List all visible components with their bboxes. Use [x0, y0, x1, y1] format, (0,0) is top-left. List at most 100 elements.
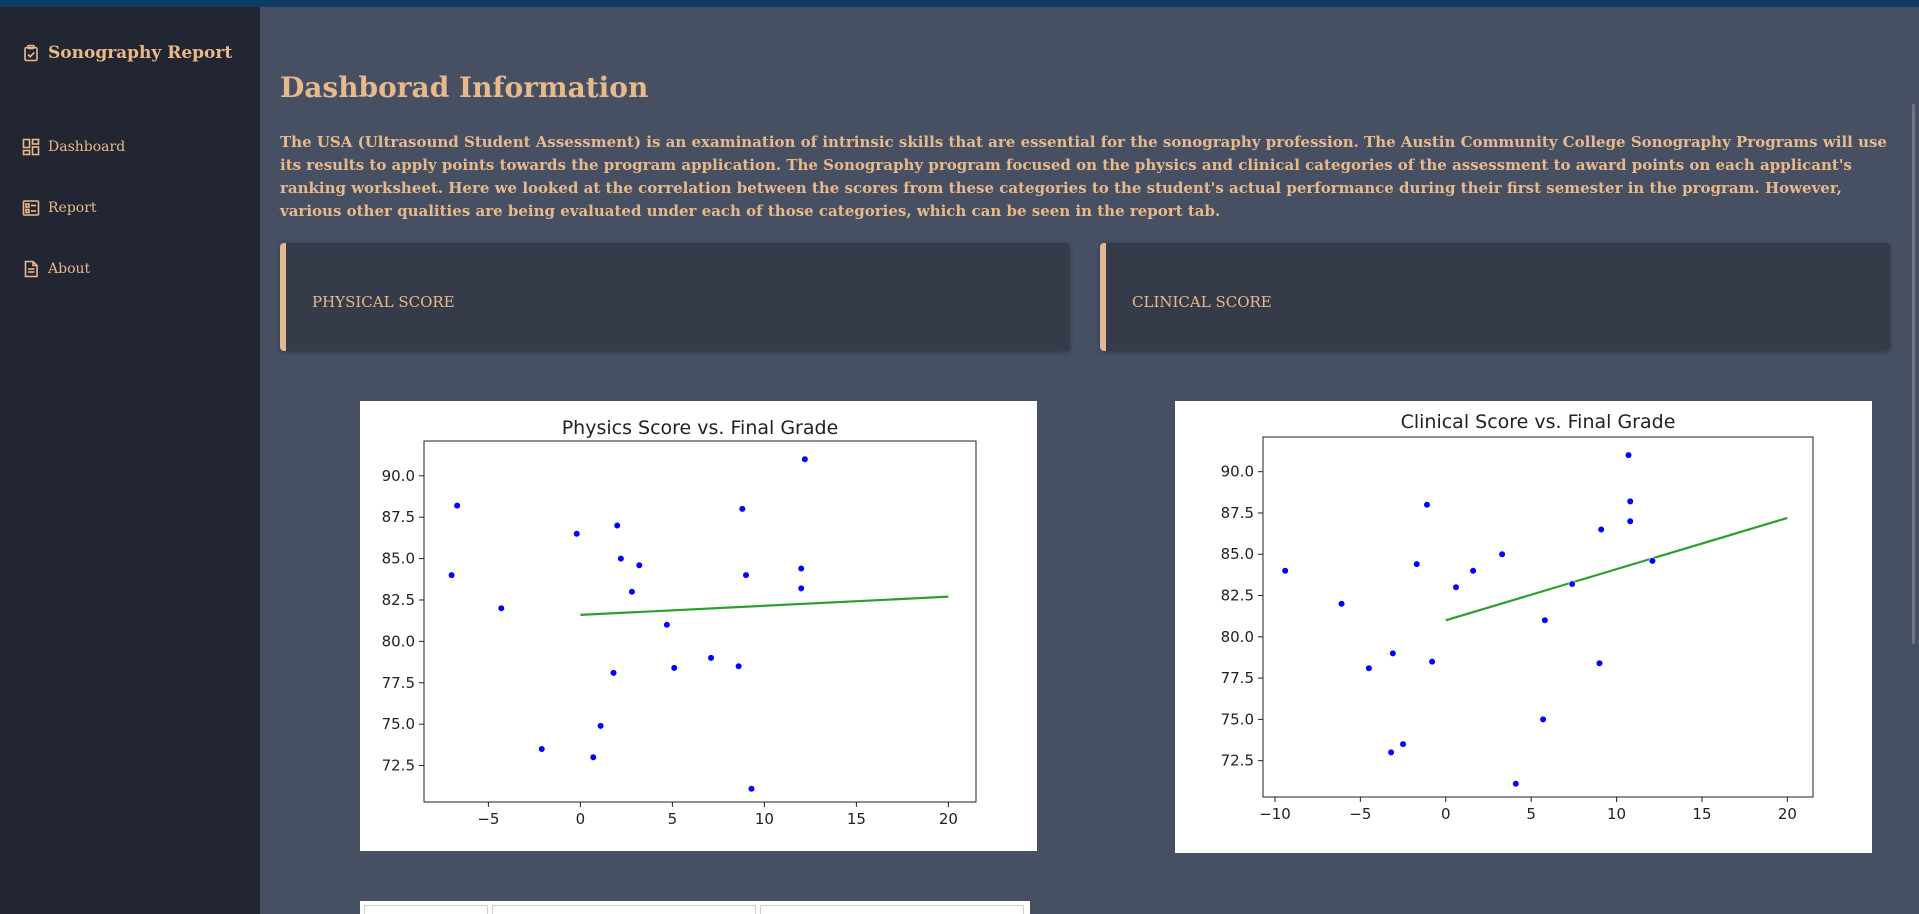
scatter-point	[1624, 451, 1633, 459]
y-tick-label: 87.5	[1221, 504, 1254, 522]
physics-chart: Physics Score vs. Final Grade −5 0 5 10 15 20 7…	[360, 401, 1037, 851]
page-title: Dashborad Information	[280, 71, 649, 104]
scatter-point	[1423, 501, 1431, 509]
chart-title: Clinical Score vs. Final Grade	[1401, 411, 1676, 433]
scatter-point	[1568, 580, 1576, 588]
plot-frame	[423, 440, 977, 803]
dashboard-icon	[22, 138, 40, 156]
scatter-point	[613, 521, 621, 530]
sidebar-item-report[interactable]: Report	[22, 198, 125, 218]
y-tick-label: 90.0	[382, 467, 415, 485]
sidebar-item-label: Report	[48, 200, 97, 216]
scatter-point	[1626, 517, 1634, 525]
scatter-point	[597, 722, 605, 730]
scatter-point	[1648, 557, 1657, 565]
x-tick-label: 15	[847, 810, 866, 828]
scatter-point	[628, 588, 636, 596]
clinical-chart: Clinical Score vs. Final Grade −10 −5 0 5 10 1…	[1175, 401, 1872, 853]
y-tick-label: 82.5	[382, 591, 415, 609]
x-tick-label: −10	[1259, 805, 1291, 823]
x-tick-label: 20	[939, 810, 958, 828]
sidebar: Sonography Report Dashboard	[0, 7, 260, 914]
scatter-point	[1512, 780, 1520, 788]
y-tick-label: 72.5	[1221, 752, 1254, 770]
scrollbar[interactable]	[1912, 104, 1915, 644]
brand-title: Sonography Report	[48, 43, 233, 63]
x-tick-label: 0	[1441, 805, 1451, 823]
y-tick-label: 87.5	[382, 508, 415, 526]
scatter-point	[1539, 715, 1547, 723]
y-tick-label: 80.0	[1221, 628, 1254, 646]
y-tick-label: 90.0	[1221, 463, 1254, 481]
clipboard-check-icon	[22, 44, 40, 62]
report-icon	[22, 199, 40, 217]
scatter-point	[1597, 525, 1605, 534]
x-tick-label: 20	[1778, 805, 1797, 823]
scatter-point	[1281, 567, 1289, 575]
scatter-point	[1337, 600, 1346, 608]
scatter-point	[1387, 748, 1395, 757]
scatter-point	[1498, 550, 1506, 558]
table-header-cell	[492, 905, 756, 914]
sidebar-item-label: Dashboard	[48, 139, 126, 155]
clinical-score-card: CLINICAL SCORE	[1100, 243, 1890, 351]
scatter-point	[617, 554, 625, 563]
trend-line	[580, 595, 949, 616]
scatter-point	[1399, 740, 1407, 748]
y-tick-label: 77.5	[382, 674, 415, 692]
scatter-point	[742, 571, 750, 579]
scatter-point	[707, 654, 715, 662]
sidebar-item-dashboard[interactable]: Dashboard	[22, 137, 125, 157]
y-tick-label: 72.5	[382, 757, 415, 775]
scatter-point	[447, 571, 456, 579]
physical-score-card: PHYSICAL SCORE	[280, 243, 1070, 351]
card-label: PHYSICAL SCORE	[312, 293, 455, 311]
scatter-point	[538, 745, 546, 753]
scatter-point	[1626, 497, 1634, 506]
scatter-point	[797, 564, 805, 573]
x-tick-label: −5	[1349, 805, 1371, 823]
card-label: CLINICAL SCORE	[1132, 293, 1272, 311]
x-tick-label: −5	[477, 810, 499, 828]
brand[interactable]: Sonography Report	[22, 43, 232, 63]
y-tick-label: 80.0	[382, 632, 415, 650]
scatter-point	[589, 753, 597, 761]
chart-svg: Clinical Score vs. Final Grade −10 −5 0 5 10 1…	[1221, 411, 1814, 823]
y-tick-label: 75.0	[1221, 710, 1254, 728]
x-tick-label: 0	[576, 810, 586, 828]
x-tick-label: 10	[1607, 805, 1626, 823]
table-header-cell	[364, 905, 488, 914]
x-tick-label: 10	[755, 810, 774, 828]
plot-frame	[1262, 436, 1814, 798]
scatter-point	[1541, 616, 1549, 624]
scatter-point	[1595, 659, 1604, 667]
scatter-point	[1452, 583, 1460, 591]
scatter-point	[1428, 657, 1436, 666]
scatter-point	[453, 501, 461, 510]
y-tick-label: 82.5	[1221, 587, 1254, 605]
x-tick-label: 5	[1526, 805, 1536, 823]
scatter-point	[1469, 567, 1477, 575]
scatter-point	[663, 621, 671, 629]
table-header-cell	[760, 905, 1024, 914]
y-tick-label: 75.0	[382, 715, 415, 733]
scatter-point	[801, 455, 809, 463]
document-icon	[22, 260, 40, 278]
browser-top-bar	[0, 0, 1919, 7]
y-tick-label: 85.0	[382, 550, 415, 568]
scatter-point	[497, 604, 505, 612]
scatter-point	[635, 561, 643, 569]
x-tick-label: 5	[668, 810, 678, 828]
scatter-point	[1365, 664, 1373, 672]
scatter-point	[738, 505, 746, 513]
scatter-point	[747, 785, 756, 793]
sidebar-item-label: About	[48, 261, 91, 277]
scatter-point	[1389, 649, 1397, 657]
chart-title: Physics Score vs. Final Grade	[562, 417, 839, 439]
scatter-point	[1413, 560, 1421, 568]
y-tick-label: 77.5	[1221, 669, 1254, 687]
scatter-point	[735, 662, 743, 670]
chart-svg: Physics Score vs. Final Grade −5 0 5 10 15 20 7…	[382, 417, 977, 828]
sidebar-item-about[interactable]: About	[22, 259, 125, 279]
intro-paragraph: The USA (Ultrasound Student Assessment) …	[280, 133, 1887, 220]
